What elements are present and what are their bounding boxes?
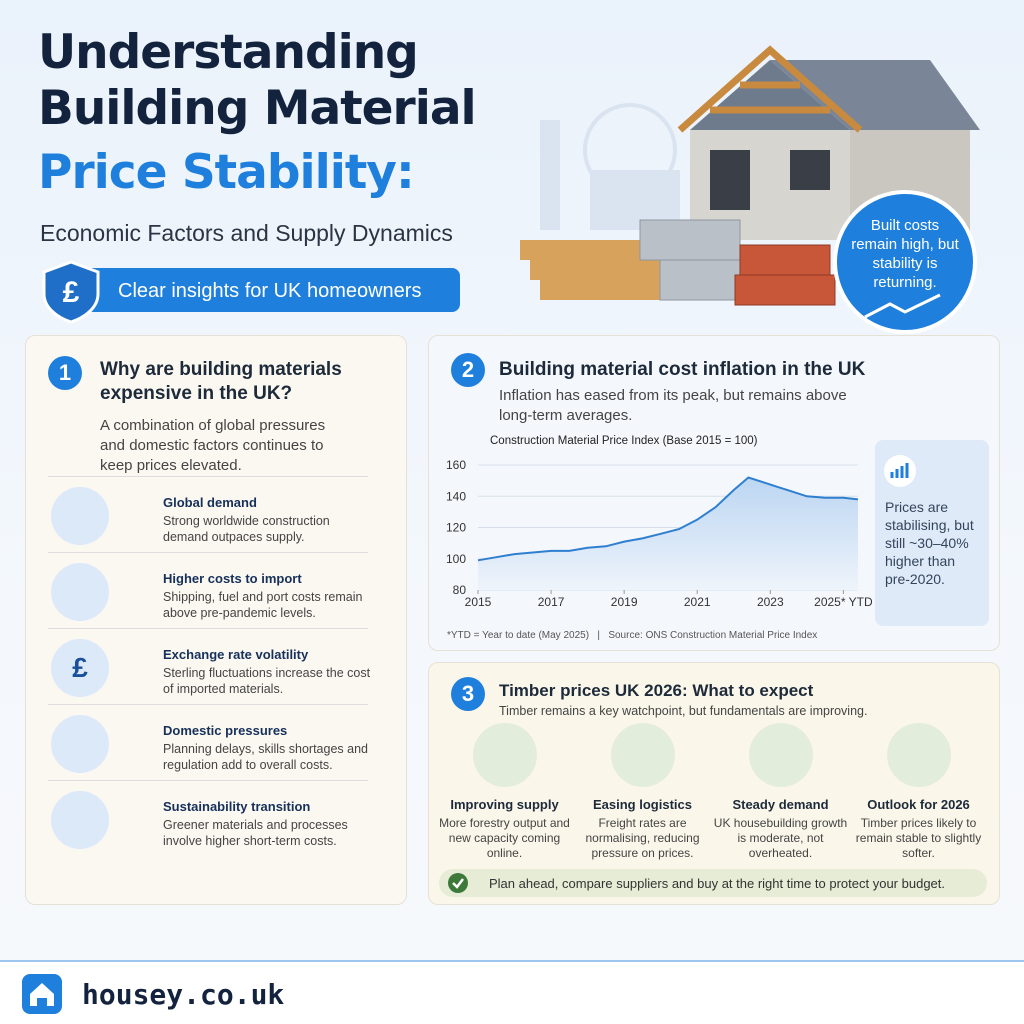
- tip: Plan ahead, compare suppliers and buy at…: [439, 869, 987, 897]
- item: Higher costs to import Shipping, fuel and…: [48, 552, 368, 628]
- check-icon: [448, 873, 468, 893]
- chart: Construction Material Price Index (Base …: [446, 435, 872, 609]
- footnote: *YTD = Year to date (May 2025) | Source:…: [447, 630, 817, 641]
- section1-card: 1 Why are building materials expensive i…: [25, 335, 407, 905]
- x-tick-label: 2019: [611, 595, 638, 609]
- area: [478, 477, 858, 590]
- section-intro: Inflation has eased from its peak, but r…: [499, 387, 847, 424]
- x-tick-label: 2025* YTD: [814, 595, 872, 609]
- item-text: Shipping, fuel and port costs remain abo…: [163, 590, 363, 620]
- separator: |: [597, 630, 600, 641]
- item-icon: £: [51, 639, 109, 697]
- logo: [22, 974, 62, 1014]
- item-title: Higher costs to import: [163, 571, 302, 586]
- section-number: 1: [48, 356, 82, 390]
- y-tick-label: 120: [446, 521, 466, 535]
- y-tick-label: 160: [446, 458, 466, 472]
- column-title: Steady demand: [732, 797, 829, 812]
- section-title: Timber prices UK 2026: What to expect: [499, 681, 814, 700]
- column: Improving supply More forestry output and…: [437, 723, 572, 861]
- item-title: Domestic pressures: [163, 723, 288, 738]
- column-title: Outlook for 2026: [867, 797, 970, 812]
- chart-title: Construction Material Price Index (Base …: [490, 435, 758, 447]
- item: Sustainability transition Greener materia…: [48, 780, 368, 856]
- item: £ Exchange rate volatility Sterling fluctu…: [48, 628, 370, 704]
- line: [477, 476, 859, 562]
- y-tick-label: 80: [453, 583, 467, 597]
- section-title: Why are building materials expensive in …: [100, 359, 342, 404]
- badge: Clear insights for UK homeowners: [60, 268, 460, 312]
- item-icon: [51, 791, 109, 849]
- trend-icon: [864, 293, 941, 319]
- section-number: 3: [451, 677, 485, 711]
- brand: housey.co.uk: [82, 978, 285, 1011]
- icon-symbol: £: [72, 652, 88, 683]
- column-icon: [886, 723, 951, 787]
- section-intro: Timber remains a key watchpoint, but fun…: [499, 704, 868, 718]
- column-icon: [472, 723, 537, 787]
- column-text: Timber prices likely to remain stable to…: [855, 816, 982, 860]
- column-text: More forestry output and new capacity co…: [439, 816, 570, 860]
- item: Global demand Strong worldwide constructi…: [48, 476, 368, 552]
- item-title: Global demand: [163, 495, 257, 510]
- callout: Built costs remain high, but stability i…: [833, 190, 977, 334]
- column: Easing logistics Freight rates are normal…: [575, 723, 710, 861]
- item-icon: [51, 563, 109, 621]
- x-tick-label: 2023: [757, 595, 784, 609]
- column-icon: [610, 723, 675, 787]
- footnote-text: *YTD = Year to date (May 2025): [447, 630, 590, 641]
- item-title: Sustainability transition: [163, 799, 311, 814]
- item-text: Planning delays, skills shortages and re…: [163, 742, 368, 772]
- title: Understanding: [38, 25, 419, 80]
- shield: £: [42, 260, 100, 324]
- item: Domestic pressures Planning delays, skill…: [48, 704, 368, 780]
- footer: housey.co.uk: [0, 960, 1024, 1024]
- column-title: Easing logistics: [593, 797, 692, 812]
- title: Price Stability:: [38, 145, 415, 200]
- column: Outlook for 2026 Timber prices likely to …: [851, 723, 986, 861]
- column: Steady demand UK housebuilding growth is …: [713, 723, 848, 861]
- item-text: Greener materials and processes involve …: [163, 818, 348, 848]
- item-text: Sterling fluctuations increase the cost …: [163, 666, 371, 696]
- column-text: Freight rates are normalising, reducing …: [585, 816, 700, 860]
- item-icon: [51, 487, 109, 545]
- column-text: UK housebuilding growth is moderate, not…: [713, 816, 848, 860]
- source: Source: ONS Construction Material Price …: [608, 630, 818, 641]
- x-tick-label: 2021: [684, 595, 711, 609]
- y-tick-label: 140: [446, 489, 466, 503]
- section3-card: 3 Timber prices UK 2026: What to expect …: [428, 662, 1000, 905]
- section-title: Building material cost inflation in the …: [499, 359, 866, 380]
- item-text: Strong worldwide construction demand out…: [163, 514, 330, 544]
- callout-text: Built costs remain high, but stability i…: [851, 217, 959, 291]
- item-title: Exchange rate volatility: [163, 647, 309, 662]
- section-number: 2: [451, 353, 485, 387]
- x-tick-label: 2017: [538, 595, 565, 609]
- column-title: Improving supply: [450, 797, 559, 812]
- bars-icon: [884, 455, 916, 487]
- column-icon: [748, 723, 813, 787]
- house-illustration: [520, 45, 980, 306]
- title: Building Material: [38, 81, 477, 136]
- section2-card: 2 Building material cost inflation in th…: [428, 335, 1000, 651]
- x-tick-label: 2015: [465, 595, 492, 609]
- shield-symbol: £: [63, 276, 80, 309]
- item-icon: [51, 715, 109, 773]
- section-intro: A combination of global pressures and do…: [100, 417, 326, 474]
- subtitle: Economic Factors and Supply Dynamics: [40, 220, 453, 246]
- y-tick-label: 100: [446, 552, 466, 566]
